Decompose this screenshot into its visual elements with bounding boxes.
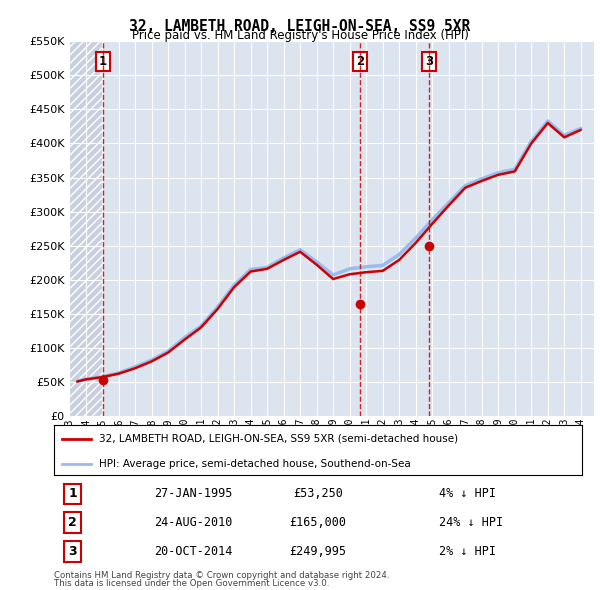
Text: 20-OCT-2014: 20-OCT-2014 [154, 545, 233, 558]
Text: 32, LAMBETH ROAD, LEIGH-ON-SEA, SS9 5XR: 32, LAMBETH ROAD, LEIGH-ON-SEA, SS9 5XR [130, 19, 470, 34]
Text: 1: 1 [99, 55, 107, 68]
Text: 1: 1 [68, 487, 77, 500]
Text: 3: 3 [425, 55, 433, 68]
Text: This data is licensed under the Open Government Licence v3.0.: This data is licensed under the Open Gov… [54, 579, 329, 588]
Text: 4% ↓ HPI: 4% ↓ HPI [439, 487, 496, 500]
Text: 32, LAMBETH ROAD, LEIGH-ON-SEA, SS9 5XR (semi-detached house): 32, LAMBETH ROAD, LEIGH-ON-SEA, SS9 5XR … [99, 434, 458, 444]
Text: £53,250: £53,250 [293, 487, 343, 500]
Text: 2: 2 [68, 516, 77, 529]
Text: £165,000: £165,000 [290, 516, 347, 529]
Text: £249,995: £249,995 [290, 545, 347, 558]
Text: Contains HM Land Registry data © Crown copyright and database right 2024.: Contains HM Land Registry data © Crown c… [54, 571, 389, 580]
Text: HPI: Average price, semi-detached house, Southend-on-Sea: HPI: Average price, semi-detached house,… [99, 459, 410, 469]
Bar [69, 41, 103, 416]
Text: 27-JAN-1995: 27-JAN-1995 [154, 487, 233, 500]
Text: Price paid vs. HM Land Registry's House Price Index (HPI): Price paid vs. HM Land Registry's House … [131, 30, 469, 42]
Text: 2: 2 [356, 55, 364, 68]
Text: 2% ↓ HPI: 2% ↓ HPI [439, 545, 496, 558]
Text: 24-AUG-2010: 24-AUG-2010 [154, 516, 233, 529]
Text: 3: 3 [68, 545, 77, 558]
Text: 24% ↓ HPI: 24% ↓ HPI [439, 516, 503, 529]
